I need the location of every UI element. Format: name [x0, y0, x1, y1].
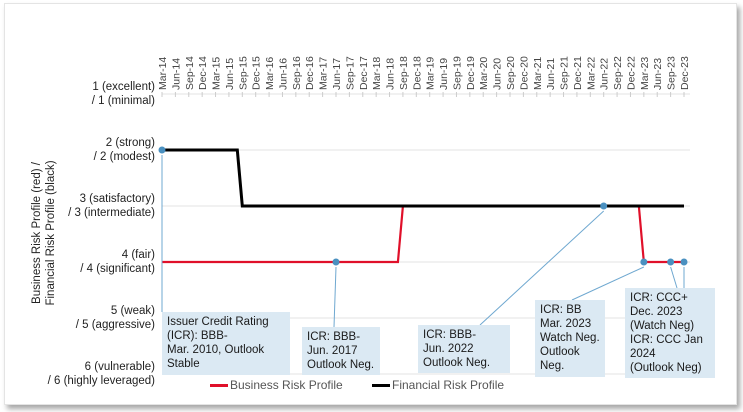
annotation-line: 2024: [630, 348, 656, 360]
x-tick-label: Jun-23: [652, 58, 664, 90]
annotation-line: Neg.: [540, 360, 565, 372]
annotation-line: Watch Neg.: [540, 332, 600, 344]
x-tick-label: Sep-15: [237, 56, 249, 90]
x-tick-label: Jun-15: [224, 58, 236, 90]
x-tick-label: Sep-23: [666, 56, 678, 90]
annotation-leader-line: [333, 266, 337, 328]
series-line-business-risk-profile: [162, 204, 684, 264]
x-tick-label: Mar-21: [532, 57, 544, 90]
y-tick-label: / 5 (aggressive): [76, 319, 155, 331]
annotation-line: Dec. 2023: [630, 306, 683, 318]
y-tick-label: / 3 (intermediate): [68, 207, 155, 219]
x-tick-label: Mar-22: [585, 57, 597, 90]
annotation-leader-line: [670, 266, 678, 289]
x-tick-label: Dec-18: [411, 56, 423, 90]
x-tick-label: Dec-22: [625, 56, 637, 90]
x-tick-label: Sep-17: [344, 56, 356, 90]
series-line-financial-risk-profile: [162, 148, 684, 208]
y-tick-label: / 1 (minimal): [92, 95, 155, 107]
x-tick-label: Sep-14: [184, 56, 196, 90]
data-marker: [332, 258, 340, 266]
annotation-line: (Watch Neg): [630, 320, 695, 332]
data-marker: [667, 258, 675, 266]
x-tick-label: Jun-21: [545, 58, 557, 90]
x-tick-label: Jun-20: [492, 58, 504, 90]
annotation-line: ICR: BBB-: [423, 329, 477, 341]
x-tick-label: Dec-14: [197, 56, 209, 90]
annotation-box: Issuer Credit Rating (ICR): BBB- Mar. 2010…: [162, 312, 290, 375]
annotation-line: Stable: [167, 358, 200, 370]
annotation-line: Outlook Neg.: [423, 357, 491, 369]
y-tick-label: 4 (fair): [122, 249, 155, 261]
x-tick-label: Dec-17: [358, 56, 370, 90]
y-axis-title-line1: Business Risk Profile (red) /: [31, 161, 43, 304]
y-tick-label: 5 (weak): [111, 305, 155, 317]
annotation-line: (ICR): BBB-: [167, 330, 228, 342]
data-marker: [158, 146, 166, 154]
y-tick-label: 6 (vulnerable): [85, 361, 155, 373]
annotation-line: (Outlook Neg): [630, 362, 702, 374]
x-tick-label: Sep-21: [559, 56, 571, 90]
legend-item-financial: Financial Risk Profile: [372, 378, 504, 392]
y-tick-label: 3 (satisfactory): [80, 193, 156, 205]
y-axis-title-line2: Financial Risk Profile (black): [45, 160, 57, 305]
x-tick-label: Mar-20: [478, 57, 490, 90]
x-tick-label: Dec-15: [251, 56, 263, 90]
x-tick-label: Jun-18: [385, 58, 397, 90]
x-tick-label: Mar-17: [318, 57, 330, 90]
x-tick-label: Sep-16: [291, 56, 303, 90]
x-tick-label: Sep-18: [398, 56, 410, 90]
annotation-line: Outlook Neg.: [307, 359, 375, 371]
annotation-line: Mar. 2023: [540, 318, 592, 330]
legend-swatch: [210, 383, 228, 387]
annotation-line: ICR: CCC Jan: [630, 334, 703, 346]
annotation-leader-line: [571, 266, 645, 301]
annotation-leader-line: [479, 210, 605, 326]
y-tick-label: / 4 (significant): [80, 263, 155, 275]
y-tick-label: / 2 (modest): [94, 151, 156, 163]
x-tick-label: Sep-19: [451, 56, 463, 90]
legend-label: Financial Risk Profile: [392, 378, 505, 392]
annotation-line: Mar. 2010, Outlook: [167, 344, 265, 356]
y-tick-label: 1 (excellent): [92, 81, 155, 93]
x-tick-label: Dec-16: [304, 56, 316, 90]
annotation-line: ICR: BBB-: [307, 331, 361, 343]
x-tick-label: Mar-14: [157, 57, 169, 90]
x-tick-label: Dec-23: [679, 56, 691, 90]
annotation-box: ICR: BBB- Jun. 2022 Outlook Neg.: [418, 325, 510, 373]
y-tick-label: 2 (strong): [106, 137, 155, 149]
x-tick-label: Dec-21: [572, 56, 584, 90]
data-marker: [640, 258, 648, 266]
x-tick-label: Mar-16: [264, 57, 276, 90]
x-tick-label: Mar-15: [211, 57, 223, 90]
x-tick-label: Dec-20: [518, 56, 530, 90]
legend-item-business: Business Risk Profile: [210, 378, 343, 392]
x-tick-label: Jun-17: [331, 58, 343, 90]
annotation-line: ICR: BB: [540, 304, 582, 316]
annotation-box: ICR: BBB- Jun. 2017 Outlook Neg.: [302, 327, 380, 375]
x-tick-label: Sep-20: [505, 56, 517, 90]
data-marker: [680, 258, 688, 266]
x-tick-label: Jun-19: [438, 58, 450, 90]
annotation-line: ICR: CCC+: [630, 292, 688, 304]
x-tick-label: Dec-19: [465, 56, 477, 90]
annotation-box: ICR: CCC+ Dec. 2023 (Watch Neg) ICR: CCC Ja…: [625, 288, 715, 378]
annotation-line: Jun. 2017: [307, 345, 358, 357]
annotation-box: ICR: BB Mar. 2023 Watch Neg. Outlook Neg.: [535, 300, 605, 377]
x-tick-label: Jun-14: [170, 58, 182, 90]
y-tick-label: / 6 (highly leveraged): [48, 375, 156, 387]
x-tick-label: Jun-22: [599, 58, 611, 90]
legend-swatch: [372, 383, 390, 387]
annotation-line: Outlook: [540, 346, 580, 358]
x-tick-label: Jun-16: [277, 58, 289, 90]
x-tick-label: Mar-19: [425, 57, 437, 90]
legend-label: Business Risk Profile: [230, 378, 343, 392]
x-tick-label: Sep-22: [612, 56, 624, 90]
x-tick-label: Mar-23: [639, 57, 651, 90]
annotation-line: Issuer Credit Rating: [167, 316, 269, 328]
annotation-line: Jun. 2022: [423, 343, 474, 355]
x-tick-label: Mar-18: [371, 57, 383, 90]
data-marker: [600, 202, 608, 210]
